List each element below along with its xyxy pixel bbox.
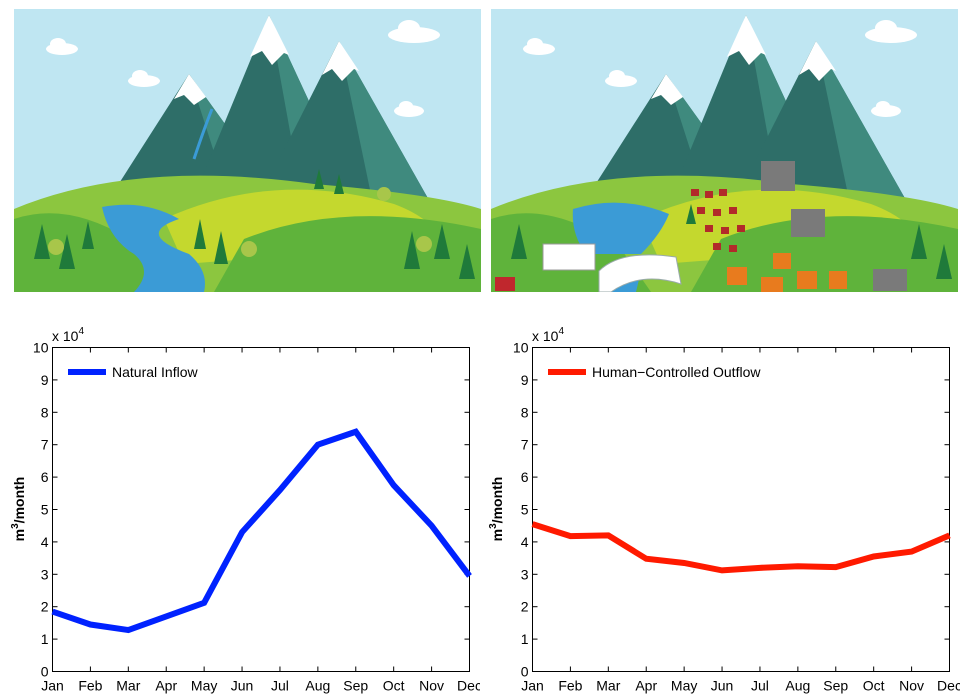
y-tick-label: 5 [41, 502, 49, 518]
x-tick-label: Oct [383, 678, 405, 694]
y-tick-label: 7 [521, 437, 529, 453]
y-multiplier-base: x 10 [532, 328, 559, 344]
y-multiplier-exponent: 4 [78, 326, 84, 337]
y-tick-label: 7 [41, 437, 49, 453]
y-tick-label: 3 [521, 566, 529, 582]
y-tick-label: 0 [41, 664, 49, 680]
x-tick-label: Jun [711, 678, 734, 694]
y-tick-label: 1 [521, 631, 529, 647]
y-tick-label: 6 [41, 469, 49, 485]
y-tick-label: 2 [41, 599, 49, 615]
x-tick-label: May [671, 678, 697, 694]
human-controlled-outflow-chart: x 104 m3/month 0 1 2 3 4 5 6 7 8 9 10 Jan Feb Mar Apr… [480, 320, 960, 696]
developed-landscape-icon [491, 9, 958, 292]
y-tick-label: 8 [41, 404, 49, 420]
y-axis-label-base: m [489, 529, 505, 541]
x-tick-label: Mar [116, 678, 140, 694]
series-line-human-controlled-outflow [531, 521, 951, 574]
x-tick-label: Apr [155, 678, 177, 694]
x-tick-label: Oct [863, 678, 885, 694]
x-tick-label: Jan [41, 678, 64, 694]
y-multiplier-label: x 104 [52, 326, 84, 344]
y-tick-label: 1 [41, 631, 49, 647]
x-tick-label: Nov [419, 678, 444, 694]
legend-label-natural-inflow: Natural Inflow [112, 364, 198, 380]
y-multiplier-label: x 104 [532, 326, 564, 344]
x-tick-label: Jun [231, 678, 254, 694]
natural-inflow-chart: x 104 m3/month 0 1 2 3 4 5 6 7 8 9 10 Jan Feb Mar Apr… [0, 320, 480, 696]
y-tick-label: 10 [33, 340, 49, 356]
y-axis-label: m3/month [488, 477, 505, 542]
legend-label-human-controlled-outflow: Human−Controlled Outflow [592, 364, 761, 380]
y-tick-label: 6 [521, 469, 529, 485]
x-tick-label: Apr [635, 678, 657, 694]
y-multiplier-base: x 10 [52, 328, 79, 344]
x-tick-label: Jul [751, 678, 769, 694]
plot-frame [532, 347, 950, 672]
x-tick-label: Sep [823, 678, 848, 694]
x-tick-label: May [191, 678, 217, 694]
natural-landscape-icon [14, 9, 481, 292]
x-tick-label: Feb [78, 678, 102, 694]
x-tick-label: Dec [457, 678, 480, 694]
y-tick-label: 4 [521, 534, 529, 550]
y-tick-label: 10 [513, 340, 529, 356]
x-tick-label: Mar [596, 678, 620, 694]
x-tick-label: Nov [899, 678, 924, 694]
x-tick-label: Aug [305, 678, 330, 694]
y-tick-label: 9 [41, 372, 49, 388]
x-tick-label: Jan [521, 678, 544, 694]
y-tick-label: 9 [521, 372, 529, 388]
x-tick-label: Aug [785, 678, 810, 694]
y-axis-label-rest: /month [11, 477, 27, 524]
y-tick-label: 8 [521, 404, 529, 420]
y-tick-label: 4 [41, 534, 49, 550]
y-tick-label: 2 [521, 599, 529, 615]
x-tick-label: Feb [558, 678, 582, 694]
y-multiplier-exponent: 4 [558, 326, 564, 337]
x-tick-label: Jul [271, 678, 289, 694]
y-axis-label: m3/month [10, 477, 27, 542]
y-tick-label: 3 [41, 566, 49, 582]
y-axis-label-exponent: 3 [488, 523, 499, 529]
x-tick-label: Dec [937, 678, 960, 694]
developed-landscape-illustration [491, 9, 958, 292]
y-axis-label-base: m [11, 529, 27, 541]
series-line-natural-inflow [51, 428, 472, 634]
y-axis-label-exponent: 3 [10, 523, 21, 529]
x-tick-label: Sep [343, 678, 368, 694]
natural-landscape-illustration [14, 9, 481, 292]
y-tick-label: 5 [521, 502, 529, 518]
y-axis-label-rest: /month [489, 477, 505, 524]
y-tick-label: 0 [521, 664, 529, 680]
